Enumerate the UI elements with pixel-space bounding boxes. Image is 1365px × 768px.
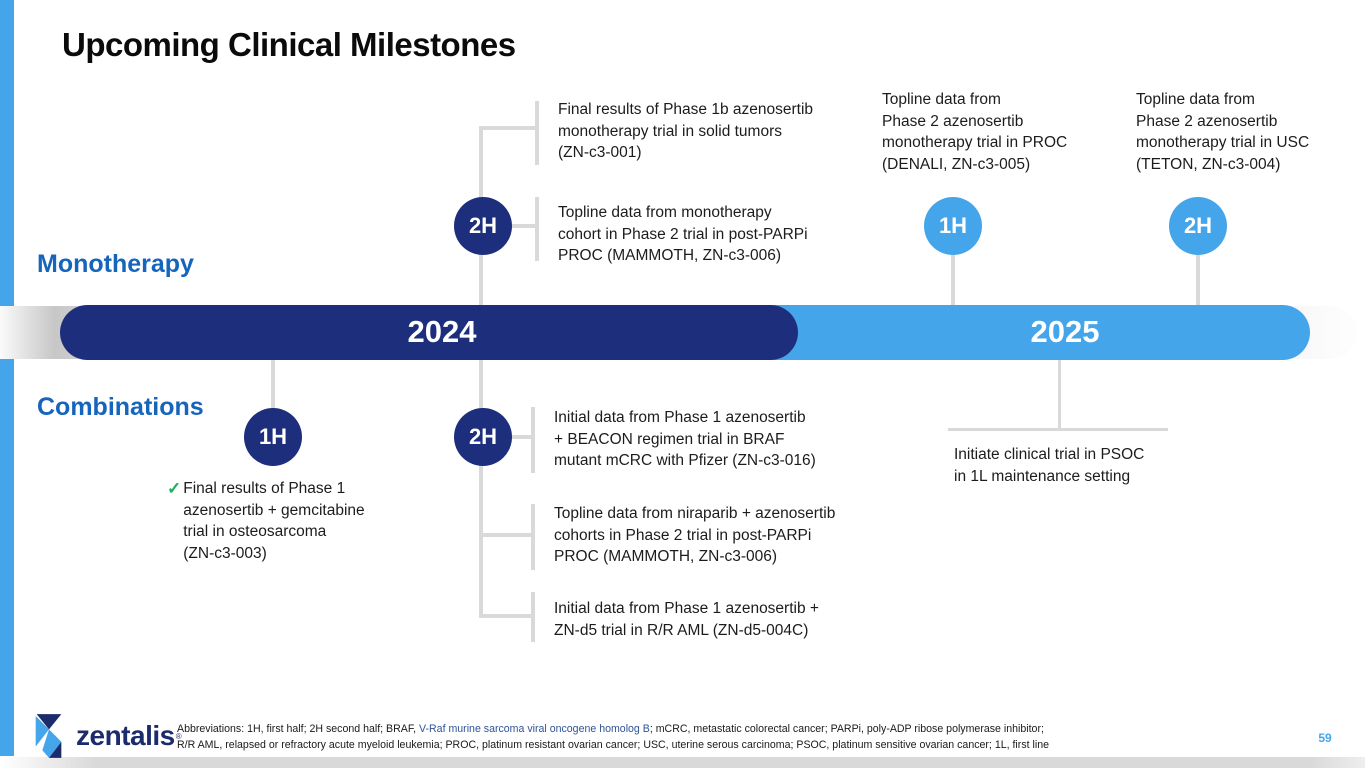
- timeline-2024-pill: [60, 305, 798, 360]
- lane-label-monotherapy: Monotherapy: [37, 250, 194, 278]
- zentalis-logo: zentalis ®: [30, 714, 182, 758]
- footnote-prefix: Abbreviations: 1H, first half; 2H second…: [177, 723, 420, 735]
- year-label-2024: 2024: [407, 314, 477, 349]
- milestone-teton: Topline data from Phase 2 azenosertib mo…: [1136, 91, 1310, 173]
- milestone-denali: Topline data from Phase 2 azenosertib mo…: [882, 91, 1068, 173]
- milestone-mammoth-monotherapy: Topline data from monotherapy cohort in …: [558, 204, 808, 264]
- zentalis-logo-icon: [35, 714, 62, 758]
- connector-line: [951, 252, 955, 308]
- milestone-zn-c3-003: ✓ Final results of Phase 1 azenosertib +…: [167, 478, 417, 564]
- connector-line: [479, 126, 537, 130]
- milestone-psoc: Initiate clinical trial in PSOC in 1L ma…: [954, 446, 1145, 485]
- footnote-line-2: R/R AML, relapsed or refractory acute my…: [177, 738, 1049, 751]
- footnote-line-1: Abbreviations: 1H, first half; 2H second…: [177, 722, 1089, 738]
- connector-line: [535, 101, 539, 165]
- connector-line: [1058, 358, 1061, 430]
- slide-title: Upcoming Clinical Milestones: [62, 26, 516, 63]
- badge-monotherapy-2h-2024: 2H: [454, 197, 512, 255]
- connector-line: [531, 592, 535, 642]
- zentalis-wordmark: zentalis: [76, 720, 175, 751]
- milestone-zn-c3-001: Final results of Phase 1b azenosertib mo…: [558, 101, 814, 161]
- footnote-abbreviations: Abbreviations: 1H, first half; 2H second…: [177, 722, 1089, 753]
- lane-label-combinations: Combinations: [37, 393, 204, 421]
- footnote-suffix: ; mCRC, metastatic colorectal cancer; PA…: [649, 723, 1044, 735]
- footnote-braf: V-Raf murine sarcoma viral oncogene homo…: [419, 723, 650, 735]
- left-accent-bar: [0, 0, 14, 756]
- timeline-2025-pill: [748, 305, 1310, 360]
- milestone-beacon: Initial data from Phase 1 azenosertib + …: [554, 409, 816, 469]
- registered-mark: ®: [175, 731, 182, 741]
- connector-line: [948, 428, 1168, 431]
- connector-line: [505, 224, 537, 228]
- badge-combinations-1h-2024: 1H: [244, 408, 302, 466]
- connector-line: [479, 533, 533, 537]
- connector-line: [531, 504, 535, 570]
- connector-line: [535, 197, 539, 261]
- bottom-strip: [0, 757, 1365, 768]
- connector-line: [479, 358, 483, 618]
- connector-line: [505, 435, 533, 439]
- connector-line: [479, 614, 533, 618]
- connector-line: [1196, 252, 1200, 308]
- badge-monotherapy-1h-2025: 1H: [924, 197, 982, 255]
- connector-line: [271, 358, 275, 410]
- checkmark-icon: ✓: [167, 479, 182, 498]
- page-number: 59: [1318, 731, 1332, 745]
- milestone-zn-d5: Initial data from Phase 1 azenosertib + …: [554, 600, 819, 639]
- year-label-2025: 2025: [1030, 314, 1100, 349]
- badge-combinations-2h-2024: 2H: [454, 408, 512, 466]
- milestone-niraparib: Topline data from niraparib + azenoserti…: [554, 505, 836, 565]
- milestone-zn-c3-003-text: Final results of Phase 1 azenosertib + g…: [183, 480, 365, 562]
- badge-monotherapy-2h-2025: 2H: [1169, 197, 1227, 255]
- connector-line: [531, 407, 535, 473]
